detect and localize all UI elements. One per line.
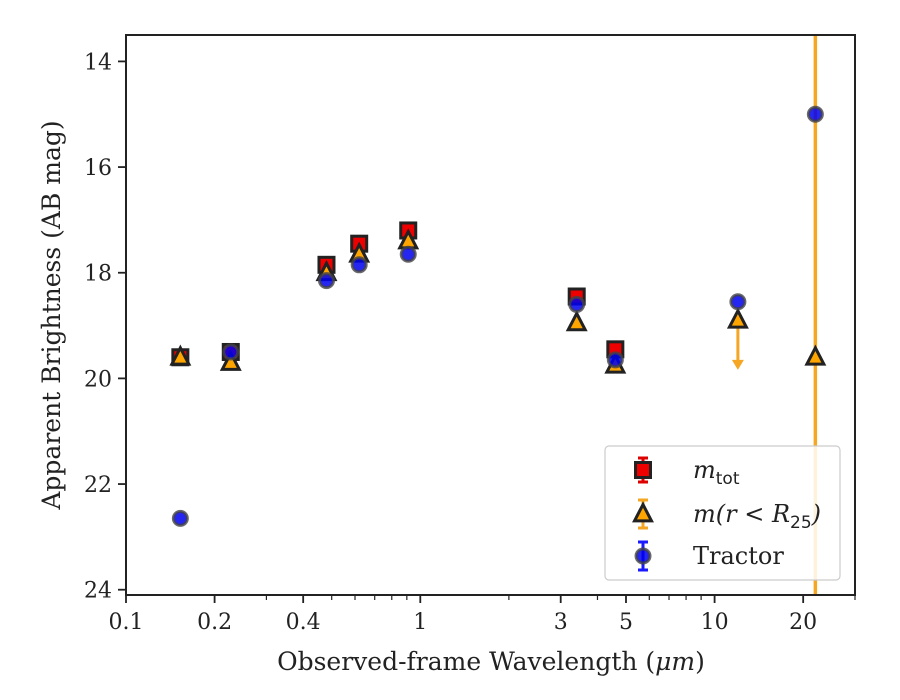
legend: mtot m(r < R25) Tractor [604,445,841,581]
x-tick-label: 1 [413,610,427,635]
legend-marker-mr25 [632,501,654,523]
data-point-mr25 [726,307,749,329]
x-tick-label: 3 [554,610,568,635]
data-point-mr25 [169,344,192,366]
legend-marker-tractor [634,547,652,565]
legend-label-triangle: m(r < R25) [693,500,821,533]
legend-label-square: mtot [693,456,740,489]
x-tick-label: 0.2 [197,610,232,635]
data-point-mr25 [804,344,827,366]
data-point-tractor [350,256,368,274]
data-point-tractor [171,509,189,527]
data-point-mr25 [219,349,242,371]
x-tick-label: 0.4 [286,610,321,635]
data-point-tractor [606,351,624,369]
y-axis-label: Apparent Brightness (AB mag) [37,120,66,510]
y-tick-label: 20 [84,367,112,392]
y-tick-label: 24 [84,579,112,604]
legend-box [604,445,841,581]
data-point-tractor [729,293,747,311]
data-point-tractor [806,105,824,123]
plot-area [169,35,827,595]
data-marks [169,35,827,595]
y-tick-label: 16 [84,156,112,181]
x-tick-label: 10 [701,610,729,635]
x-axis-label: Observed-frame Wavelength (μm) [277,647,705,676]
x-tick-label: 0.1 [109,610,144,635]
y-tick-label: 22 [84,473,112,498]
x-tick-label: 20 [789,610,817,635]
legend-label-circle: Tractor [693,542,784,570]
axes-frame [125,34,856,596]
axes: 0.1 0.2 0.4 1 3 5 10 20 14 16 18 20 22 24 [84,34,856,635]
data-point-tractor [399,245,417,263]
y-tick-label: 18 [84,262,112,287]
legend-marker-mtot [634,461,652,479]
data-point-mr25 [565,310,588,332]
data-point-tractor [317,272,335,290]
y-tick-label: 14 [84,50,112,75]
x-tick-label: 5 [619,610,633,635]
data-point-tractor [222,343,240,361]
data-point-tractor [568,295,586,313]
